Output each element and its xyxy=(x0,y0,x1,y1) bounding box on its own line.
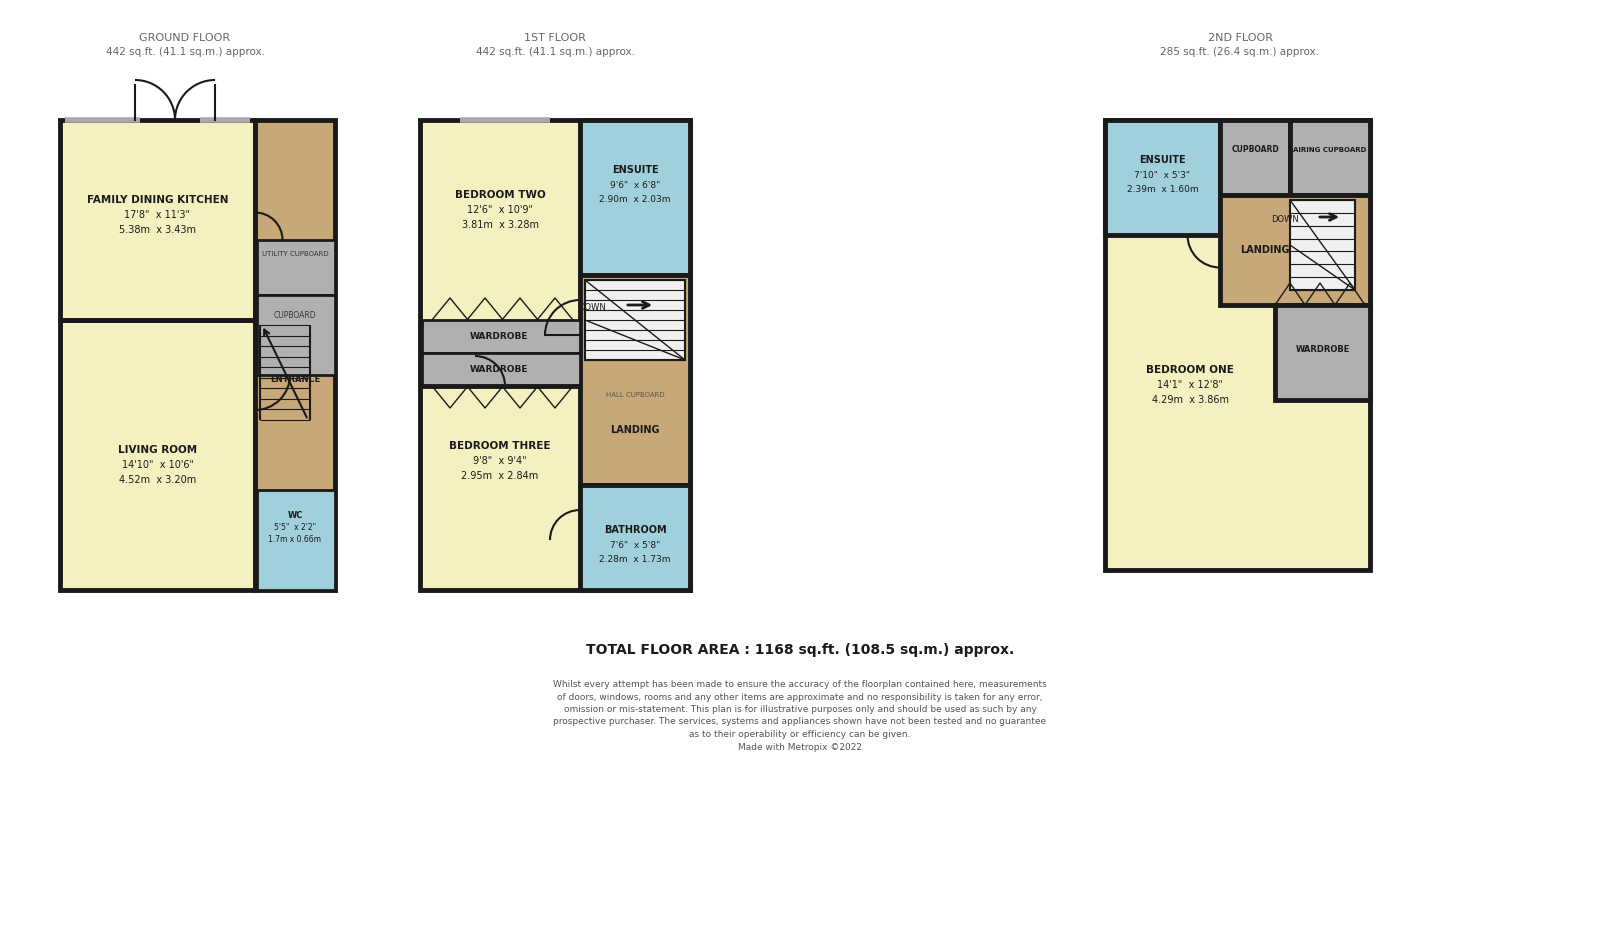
Text: Whilst every attempt has been made to ensure the accuracy of the floorplan conta: Whilst every attempt has been made to en… xyxy=(554,680,1046,751)
Text: 1.7m x 0.66m: 1.7m x 0.66m xyxy=(269,535,322,545)
Text: LANDING: LANDING xyxy=(1240,245,1290,255)
Text: ENSUITE: ENSUITE xyxy=(1139,155,1186,165)
Text: CUPBOARD: CUPBOARD xyxy=(274,311,317,319)
Text: 442 sq.ft. (41.1 sq.m.) approx.: 442 sq.ft. (41.1 sq.m.) approx. xyxy=(475,47,635,57)
Text: 9'8"  x 9'4": 9'8" x 9'4" xyxy=(474,456,526,466)
Text: 14'1"  x 12'8": 14'1" x 12'8" xyxy=(1157,380,1222,390)
Bar xyxy=(419,120,690,590)
Text: ENTRANCE: ENTRANCE xyxy=(270,376,320,384)
Text: WARDROBE: WARDROBE xyxy=(1296,346,1350,355)
Text: HALL CUPBOARD: HALL CUPBOARD xyxy=(606,392,664,398)
Text: FAMILY DINING KITCHEN: FAMILY DINING KITCHEN xyxy=(86,195,229,205)
Bar xyxy=(586,280,685,360)
Text: 7'10"  x 5'3": 7'10" x 5'3" xyxy=(1134,171,1190,179)
Bar xyxy=(1221,195,1370,305)
Text: 285 sq.ft. (26.4 sq.m.) approx.: 285 sq.ft. (26.4 sq.m.) approx. xyxy=(1160,47,1320,57)
Text: 2ND FLOOR: 2ND FLOOR xyxy=(1208,33,1272,43)
Text: ENSUITE: ENSUITE xyxy=(611,165,658,175)
Text: 442 sq.ft. (41.1 sq.m.) approx.: 442 sq.ft. (41.1 sq.m.) approx. xyxy=(106,47,264,57)
Text: 5'5"  x 2'2": 5'5" x 2'2" xyxy=(274,524,317,532)
Text: UTILITY CUPBOARD: UTILITY CUPBOARD xyxy=(262,251,328,257)
Text: LIVING ROOM: LIVING ROOM xyxy=(118,445,197,455)
Bar xyxy=(258,295,334,375)
Text: 14'10"  x 10'6": 14'10" x 10'6" xyxy=(122,460,194,470)
Bar xyxy=(579,120,690,275)
Text: 12'6"  x 10'9": 12'6" x 10'9" xyxy=(467,205,533,215)
Text: 2.39m  x 1.60m: 2.39m x 1.60m xyxy=(1126,186,1198,194)
Bar xyxy=(422,353,579,386)
Bar xyxy=(258,240,334,295)
Bar xyxy=(422,320,579,353)
Text: LANDING: LANDING xyxy=(610,425,659,435)
Bar xyxy=(1221,120,1290,195)
Text: WARDROBE: WARDROBE xyxy=(470,332,528,341)
Text: CUPBOARD: CUPBOARD xyxy=(1230,146,1278,155)
Text: WC: WC xyxy=(288,511,302,519)
Bar xyxy=(61,320,254,590)
Text: 2.90m  x 2.03m: 2.90m x 2.03m xyxy=(600,195,670,205)
Bar xyxy=(1290,200,1355,290)
Bar xyxy=(258,490,334,590)
Bar xyxy=(1290,120,1370,195)
Text: 5.38m  x 3.43m: 5.38m x 3.43m xyxy=(118,225,195,235)
Text: 3.81m  x 3.28m: 3.81m x 3.28m xyxy=(461,220,539,230)
Text: 4.52m  x 3.20m: 4.52m x 3.20m xyxy=(118,475,197,485)
Text: 2.95m  x 2.84m: 2.95m x 2.84m xyxy=(461,471,539,481)
Text: DOWN: DOWN xyxy=(578,302,606,312)
Bar xyxy=(1275,305,1370,400)
Text: BEDROOM TWO: BEDROOM TWO xyxy=(454,190,546,200)
Text: TOTAL FLOOR AREA : 1168 sq.ft. (108.5 sq.m.) approx.: TOTAL FLOOR AREA : 1168 sq.ft. (108.5 sq… xyxy=(586,643,1014,657)
Bar xyxy=(579,485,690,590)
Bar xyxy=(1106,120,1221,235)
Text: BEDROOM THREE: BEDROOM THREE xyxy=(450,441,550,451)
Bar xyxy=(1106,120,1370,570)
Text: 1ST FLOOR: 1ST FLOOR xyxy=(525,33,586,43)
Text: BATHROOM: BATHROOM xyxy=(603,525,666,535)
Text: 7'6"  x 5'8": 7'6" x 5'8" xyxy=(610,541,661,549)
Text: 17'8"  x 11'3": 17'8" x 11'3" xyxy=(125,210,190,220)
Text: GROUND FLOOR: GROUND FLOOR xyxy=(139,33,230,43)
Text: 9'6"  x 6'8": 9'6" x 6'8" xyxy=(610,180,661,190)
Text: DOWN: DOWN xyxy=(1270,214,1299,223)
Text: BEDROOM ONE: BEDROOM ONE xyxy=(1146,365,1234,375)
Bar xyxy=(579,275,690,485)
Text: AIRING CUPBOARD: AIRING CUPBOARD xyxy=(1293,147,1366,153)
Bar xyxy=(61,120,254,320)
Text: WARDROBE: WARDROBE xyxy=(470,365,528,374)
Text: 2.28m  x 1.73m: 2.28m x 1.73m xyxy=(600,556,670,564)
Text: 4.29m  x 3.86m: 4.29m x 3.86m xyxy=(1152,395,1229,405)
Bar xyxy=(254,120,334,590)
